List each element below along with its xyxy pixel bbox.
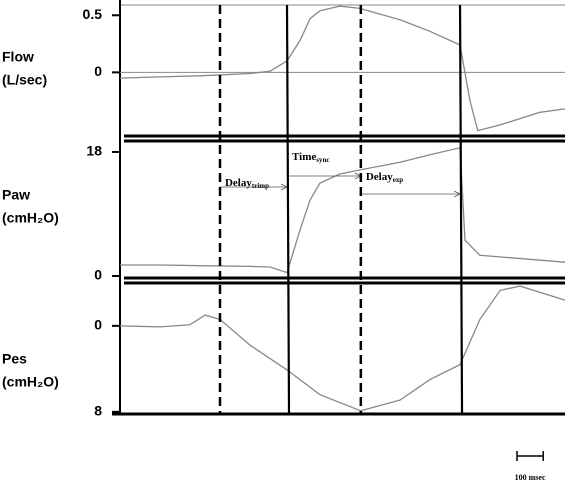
event-line (285, 4, 291, 415)
annotation-text: Time (292, 151, 316, 163)
y-tick-label: 0 (94, 63, 102, 79)
annotation-sub: trimp (252, 182, 269, 190)
waveform (119, 5, 566, 132)
waveform (120, 146, 566, 274)
y-axis-label: Flow (2, 49, 34, 65)
event-line (458, 4, 464, 415)
y-tick-label: 0 (94, 317, 102, 333)
y-tick-label: 18 (86, 143, 102, 159)
y-axis-label: (cmH₂O) (2, 374, 59, 390)
scale-label: 100 msec (515, 473, 546, 482)
waveform (119, 285, 566, 412)
y-axis-label: Paw (2, 187, 30, 203)
annotation: Timesync (292, 151, 329, 164)
y-axis-label: Pes (2, 351, 27, 367)
annotation-sub: exp (393, 176, 404, 184)
y-axis-label: (L/sec) (2, 72, 47, 88)
annotation-text: Delay (225, 177, 252, 189)
y-tick-label: 0.5 (83, 6, 103, 22)
annotation-text: Delay (366, 171, 393, 183)
annotation: Delaytrimp (225, 177, 269, 190)
y-tick-label: 0 (94, 267, 102, 283)
annotation-sub: sync (316, 156, 329, 164)
y-tick-label: 8 (94, 403, 102, 419)
annotation: Delayexp (366, 171, 403, 184)
y-axis-label: (cmH₂O) (2, 210, 59, 226)
